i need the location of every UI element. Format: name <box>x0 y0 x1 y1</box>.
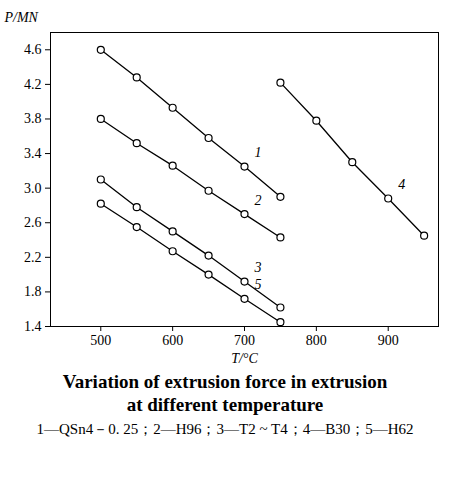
svg-text:3: 3 <box>254 260 262 275</box>
svg-text:1.4: 1.4 <box>24 319 42 334</box>
svg-text:2.2: 2.2 <box>24 250 42 265</box>
svg-text:4: 4 <box>398 177 405 192</box>
svg-text:3.0: 3.0 <box>24 181 42 196</box>
svg-text:5: 5 <box>255 277 262 292</box>
svg-text:600: 600 <box>162 333 183 348</box>
svg-text:3.4: 3.4 <box>24 146 42 161</box>
svg-text:900: 900 <box>378 333 399 348</box>
svg-text:2: 2 <box>255 193 262 208</box>
svg-text:T/°C: T/°C <box>231 351 258 366</box>
svg-text:3.8: 3.8 <box>24 111 42 126</box>
svg-text:1.8: 1.8 <box>24 284 42 299</box>
svg-text:P/MN: P/MN <box>4 10 39 25</box>
svg-text:4.2: 4.2 <box>24 77 42 92</box>
svg-text:1: 1 <box>255 145 262 160</box>
svg-text:4.6: 4.6 <box>24 42 42 57</box>
html-text:1—QSn4－0. 25；2—H96；3—T2 ~ T4；4: 1—QSn4－0. 25；2—H96；3—T2 ~ T4；4—B30；5—H62 <box>36 421 414 437</box>
html-text:Variation of extrusion force i: Variation of extrusion force in extrusio… <box>62 371 388 415</box>
svg-text:500: 500 <box>90 333 111 348</box>
svg-text:2.6: 2.6 <box>24 215 42 230</box>
svg-text:700: 700 <box>234 333 255 348</box>
svg-text:800: 800 <box>306 333 327 348</box>
